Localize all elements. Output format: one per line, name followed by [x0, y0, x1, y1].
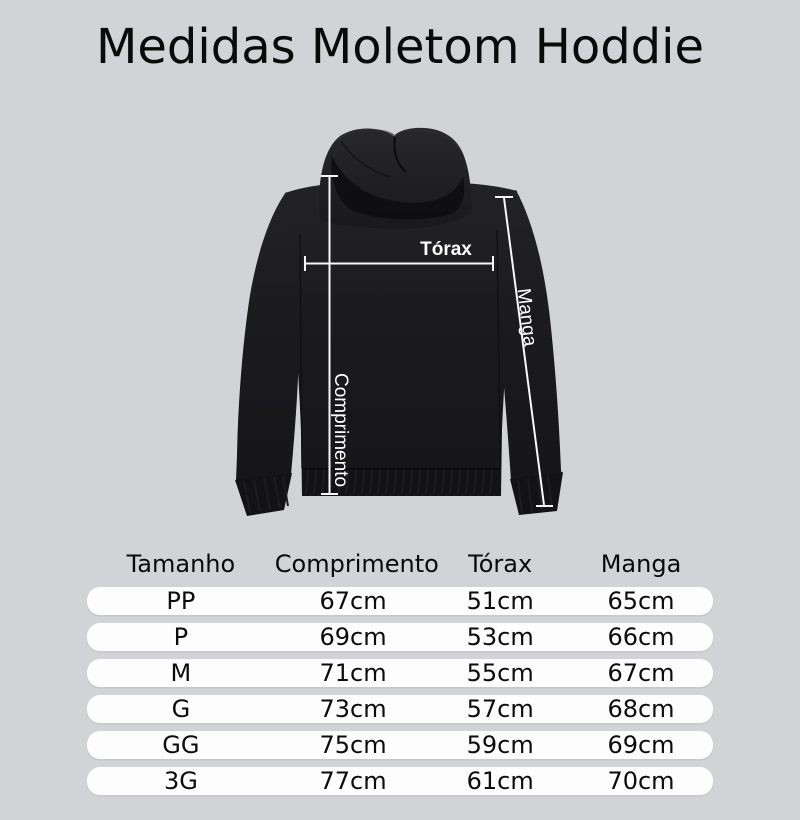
measurement-lines	[304, 175, 553, 507]
size-table: Tamanho Comprimento Tórax Manga PP 67cm …	[87, 550, 713, 803]
hoodie-left-sleeve	[236, 192, 300, 481]
cell-comprimento: 69cm	[319, 623, 387, 651]
table-row-3g: 3G 77cm 61cm 70cm	[87, 767, 713, 795]
hoodie-torso	[285, 181, 517, 496]
cell-comprimento: 75cm	[319, 731, 387, 759]
page-title: Medidas Moletom Hoddie	[95, 19, 704, 75]
torax-line	[304, 256, 494, 271]
cell-manga: 69cm	[607, 731, 675, 759]
cell-size: 3G	[163, 767, 198, 795]
cell-torax: 55cm	[466, 659, 534, 687]
cell-comprimento: 73cm	[319, 695, 387, 723]
cell-torax: 51cm	[466, 587, 534, 615]
cell-size: GG	[162, 731, 200, 759]
cell-manga: 70cm	[607, 767, 675, 795]
comprimento-label: Comprimento	[330, 373, 351, 487]
cell-size: M	[170, 659, 192, 687]
cell-comprimento: 77cm	[319, 767, 387, 795]
header-tamanho: Tamanho	[126, 550, 236, 578]
cell-manga: 65cm	[607, 587, 675, 615]
cell-size: G	[171, 695, 191, 723]
manga-line	[495, 196, 553, 507]
table-row-gg: GG 75cm 59cm 69cm	[87, 731, 713, 759]
hoodie-illustration: Tórax Comprimento Manga	[235, 127, 563, 516]
cell-manga: 67cm	[607, 659, 675, 687]
hood-fold-line-2	[340, 140, 391, 178]
table-row-m: M 71cm 55cm 67cm	[87, 659, 713, 687]
cell-manga: 68cm	[607, 695, 675, 723]
cell-torax: 59cm	[466, 731, 534, 759]
left-cuff	[235, 473, 292, 516]
hem-band	[302, 468, 500, 495]
comprimento-line	[321, 175, 338, 495]
size-table-header: Tamanho Comprimento Tórax Manga	[87, 550, 713, 578]
hood-fold-line	[393, 136, 407, 173]
cell-torax: 61cm	[466, 767, 534, 795]
seam-right	[496, 229, 501, 469]
hood-fold-shadow	[331, 156, 465, 220]
cell-comprimento: 71cm	[319, 659, 387, 687]
cell-size: PP	[166, 587, 196, 615]
header-manga: Manga	[600, 550, 682, 578]
cell-size: P	[173, 623, 189, 651]
header-comprimento: Comprimento	[274, 550, 439, 578]
cell-torax: 53cm	[466, 623, 534, 651]
cell-comprimento: 67cm	[319, 587, 387, 615]
hood-highlight	[336, 129, 462, 152]
table-row-g: G 73cm 57cm 68cm	[87, 695, 713, 723]
torax-label: Tórax	[420, 239, 472, 260]
hoodie-diagram: Tórax Comprimento Manga	[235, 127, 563, 516]
right-cuff	[510, 472, 563, 515]
cell-manga: 66cm	[607, 623, 675, 651]
cell-torax: 57cm	[466, 695, 534, 723]
seam-left	[299, 234, 303, 469]
header-torax: Tórax	[468, 550, 533, 578]
table-row-p: P 69cm 53cm 66cm	[87, 623, 713, 651]
table-row-pp: PP 67cm 51cm 65cm	[87, 587, 713, 615]
